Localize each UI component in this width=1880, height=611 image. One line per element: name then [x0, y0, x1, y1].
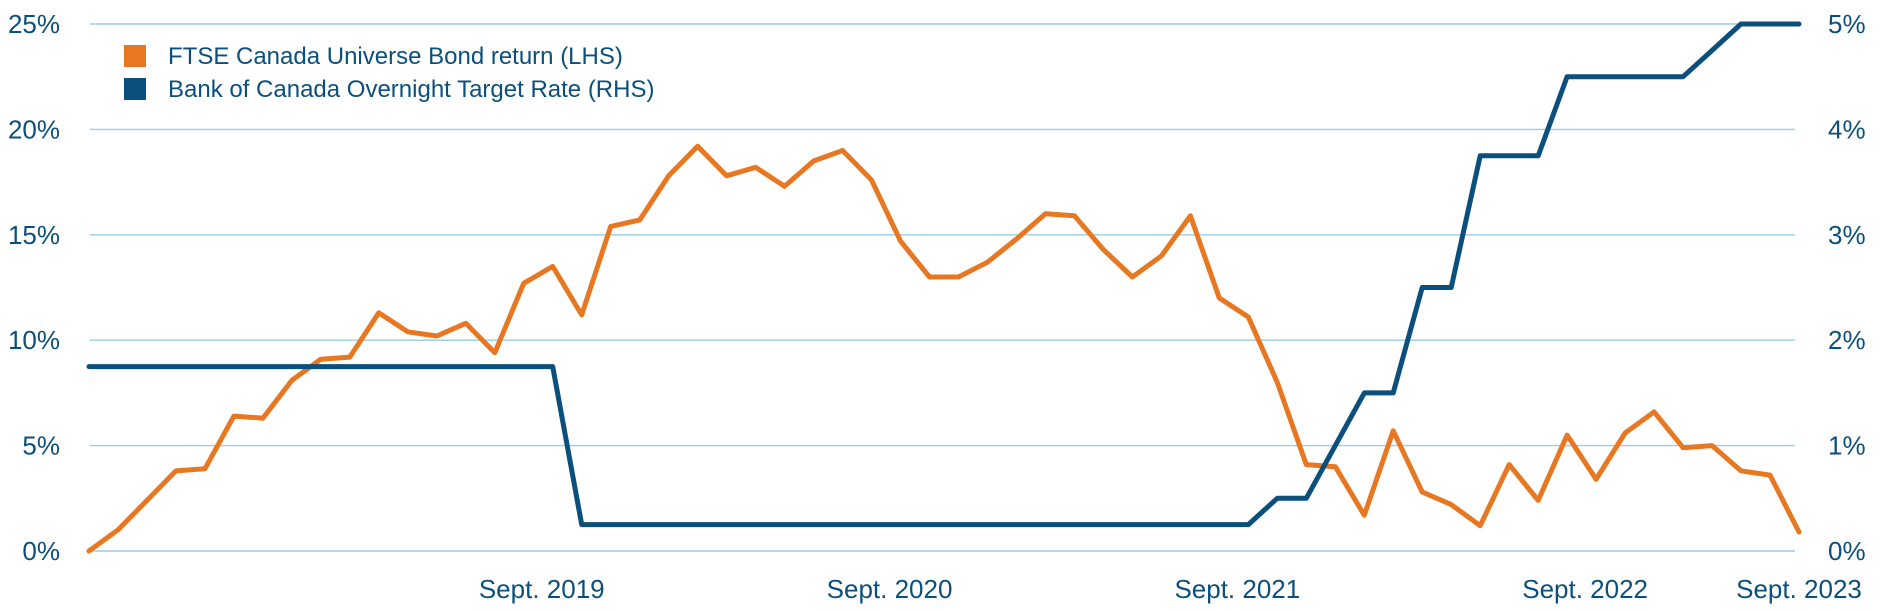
series-line-ftse — [86, 143, 1802, 554]
y-right-tick-label: 0% — [1828, 536, 1866, 566]
y-right-tick-label: 4% — [1828, 114, 1866, 144]
y-left-tick-label: 10% — [8, 325, 60, 355]
series-line-boc — [86, 21, 1802, 528]
legend-swatch-ftse — [124, 45, 146, 67]
y-left-tick-label: 20% — [8, 114, 60, 144]
y-axis-right: 0% 1% 2% 3% 4% 5% — [1828, 9, 1866, 566]
x-tick-label: Sept. 2021 — [1174, 574, 1300, 604]
legend: FTSE Canada Universe Bond return (LHS) B… — [124, 43, 654, 103]
y-right-tick-label: 1% — [1828, 431, 1866, 461]
x-tick-label: Sept. 2020 — [827, 574, 953, 604]
legend-label-boc: Bank of Canada Overnight Target Rate (RH… — [168, 76, 654, 103]
x-tick-label: Sept. 2023 — [1736, 574, 1862, 604]
y-left-tick-label: 0% — [22, 536, 60, 566]
legend-swatch-boc — [124, 78, 146, 100]
y-axis-left: 0% 5% 10% 15% 20% 25% — [8, 9, 60, 566]
legend-label-ftse: FTSE Canada Universe Bond return (LHS) — [168, 43, 623, 70]
x-tick-label: Sept. 2019 — [479, 574, 605, 604]
x-axis: Sept. 2019 Sept. 2020 Sept. 2021 Sept. 2022… — [479, 574, 1862, 604]
y-right-tick-label: 3% — [1828, 220, 1866, 250]
y-right-tick-label: 5% — [1828, 9, 1866, 39]
y-left-tick-label: 15% — [8, 220, 60, 250]
gridlines — [90, 23, 1795, 552]
series-group — [86, 21, 1802, 554]
x-tick-label: Sept. 2022 — [1522, 574, 1648, 604]
y-left-tick-label: 5% — [22, 431, 60, 461]
y-right-tick-label: 2% — [1828, 325, 1866, 355]
y-left-tick-label: 25% — [8, 9, 60, 39]
